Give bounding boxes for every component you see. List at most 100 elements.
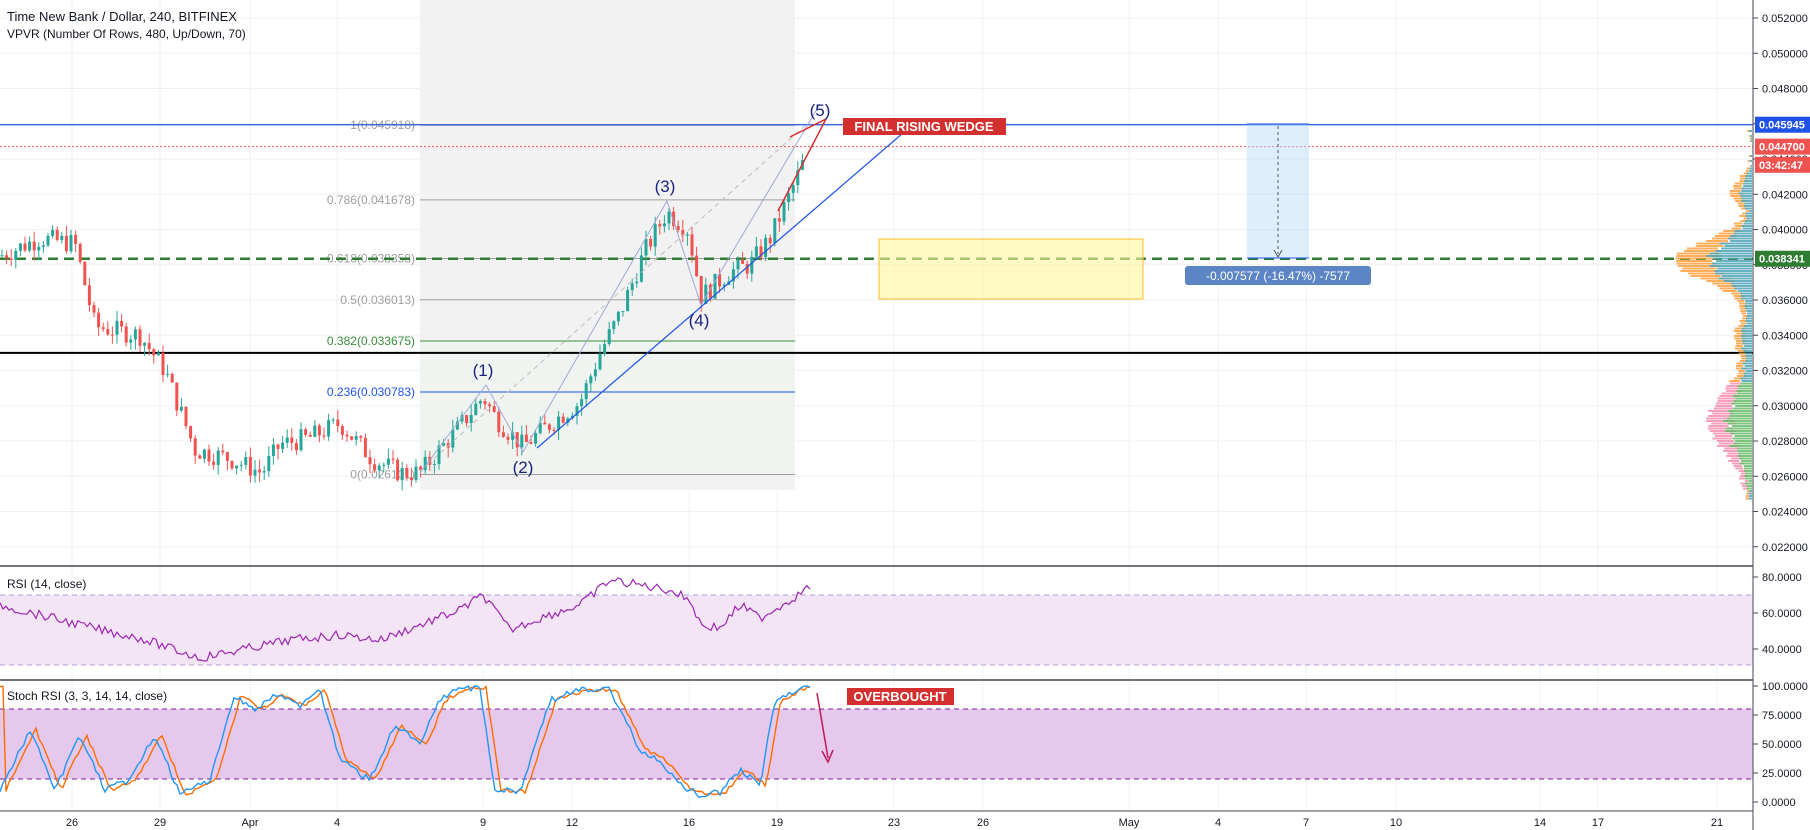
vpvr-bar-down xyxy=(1739,302,1746,305)
vpvr-bar-up xyxy=(1729,415,1752,417)
vpvr-bar-up xyxy=(1748,130,1752,132)
candle-body xyxy=(653,224,657,247)
stoch-rsi-pane[interactable]: Stoch RSI (3, 3, 14, 14, close) OVERBOUG… xyxy=(0,684,1753,799)
candle-body xyxy=(46,235,50,246)
vpvr-bar-up xyxy=(1744,307,1752,310)
vpvr-bar-down xyxy=(1676,255,1722,257)
vpvr-bar-up xyxy=(1746,485,1752,487)
vpvr-bar-up xyxy=(1706,255,1752,257)
vpvr-bar-up xyxy=(1750,155,1752,157)
wedge-lower-trendline xyxy=(536,132,904,449)
vpvr-bar-up xyxy=(1725,430,1752,432)
candle-body xyxy=(432,464,436,466)
vpvr-bar-down xyxy=(1742,212,1749,215)
vpvr-bar-up xyxy=(1737,450,1752,452)
vpvr-bar-up xyxy=(1748,492,1752,495)
vpvr-bar-down xyxy=(1717,285,1738,287)
vpvr-bar-up xyxy=(1722,420,1752,422)
price-tag-bg xyxy=(1755,138,1810,155)
vpvr-bar-up xyxy=(1742,337,1752,340)
vpvr-bar-up xyxy=(1740,382,1752,385)
candle-body xyxy=(248,456,252,476)
vpvr-bar-down xyxy=(1712,282,1734,285)
time-axis[interactable]: 26 29 Apr 4 9 12 16 19 23 26 May 4 7 10 14 17 21 xyxy=(0,810,1753,829)
chart-title: Time New Bank / Dollar, 240, BITFINEX xyxy=(7,9,237,24)
vpvr-bar-down xyxy=(1718,442,1738,445)
vpvr-bar-down xyxy=(1744,480,1749,482)
vpvr-bar-up xyxy=(1728,237,1752,240)
candle-body xyxy=(271,444,275,456)
candle-body xyxy=(101,327,105,330)
vpvr-bar-up xyxy=(1746,357,1752,360)
candle-body xyxy=(676,226,680,230)
candle-body xyxy=(400,467,404,481)
candle-body xyxy=(340,426,344,435)
vpvr-bar-up xyxy=(1747,312,1752,315)
rsi-axis: 80.0000 60.0000 40.0000 xyxy=(1753,572,1802,656)
candle-body xyxy=(681,229,685,236)
fib-zone-lower xyxy=(420,340,795,473)
candle-body xyxy=(419,466,423,471)
vpvr-bar-up xyxy=(1713,257,1752,260)
candle-body xyxy=(193,438,197,456)
candle-body xyxy=(281,442,285,449)
candle-body xyxy=(745,263,749,274)
vpvr-bar-down xyxy=(1733,377,1746,380)
vpvr-bar-up xyxy=(1745,317,1752,320)
vpvr-bar-down xyxy=(1743,217,1749,220)
overbought-annotation: OVERBOUGHT xyxy=(853,689,946,704)
vpvr-bar-down xyxy=(1728,460,1740,462)
vpvr-bar-up xyxy=(1740,195,1752,197)
vpvr-bar-up xyxy=(1730,235,1752,237)
candle-body xyxy=(152,349,156,356)
vpvr-bar-down xyxy=(1688,272,1726,275)
vpvr-bar-up xyxy=(1735,405,1752,407)
price-tick: 0.022000 xyxy=(1762,542,1808,554)
vpvr-bar-down xyxy=(1712,412,1734,415)
vpvr-bar-down xyxy=(1735,467,1744,470)
elliott-wave[interactable]: (1) (2) (3) (4) (5) xyxy=(419,101,904,477)
candle-body xyxy=(377,465,381,470)
candle-body xyxy=(754,246,758,257)
vpvr-bar-up xyxy=(1742,227,1752,230)
candle-body xyxy=(368,457,372,465)
vpvr-bar-up xyxy=(1719,242,1752,245)
candle-body xyxy=(603,344,607,354)
vpvr-bar-up xyxy=(1741,380,1752,382)
volume-profile xyxy=(1675,130,1752,500)
vpvr-bar-up xyxy=(1733,232,1752,235)
target-zone-box[interactable] xyxy=(878,238,1144,300)
stoch-tick-100: 100.0000 xyxy=(1762,681,1808,693)
rsi-pane[interactable]: RSI (14, close) xyxy=(0,577,1753,666)
time-label: 16 xyxy=(683,817,695,829)
vpvr-bar-up xyxy=(1749,210,1752,212)
vpvr-bar-up xyxy=(1748,480,1752,482)
candle-body xyxy=(787,193,791,202)
price-range-measure[interactable]: -0.007577 (-16.47%) -7577 xyxy=(1185,123,1371,285)
vpvr-bar-down xyxy=(1708,410,1732,412)
price-axis[interactable]: 0.0520000.0500000.0480000.0460000.044000… xyxy=(1752,0,1810,830)
vpvr-bar-down xyxy=(1706,280,1735,282)
vpvr-bar-down xyxy=(1717,397,1735,400)
candle-body xyxy=(566,418,570,423)
candle-body xyxy=(405,467,409,478)
vpvr-bar-down xyxy=(1737,300,1745,302)
wedge-annotation[interactable]: FINAL RISING WEDGE xyxy=(843,118,1006,135)
rsi-band xyxy=(0,595,1753,665)
vpvr-bar-down xyxy=(1739,215,1746,217)
candle-body xyxy=(373,464,377,470)
vpvr-bar-up xyxy=(1732,437,1752,440)
vpvr-bar-down xyxy=(1735,200,1746,202)
vpvr-bar-up xyxy=(1709,265,1752,267)
vpvr-bar-down xyxy=(1736,340,1746,342)
vpvr-bar-up xyxy=(1749,490,1752,492)
vpvr-bar-up xyxy=(1728,410,1752,412)
vpvr-bar-up xyxy=(1744,180,1752,182)
price-tag: 0.045945 xyxy=(1759,120,1805,132)
vpvr-bar-down xyxy=(1676,260,1713,262)
vpvr-bar-down xyxy=(1709,430,1737,432)
time-label: Apr xyxy=(241,817,258,829)
candle-body xyxy=(699,275,703,305)
vpvr-bar-up xyxy=(1721,275,1752,277)
